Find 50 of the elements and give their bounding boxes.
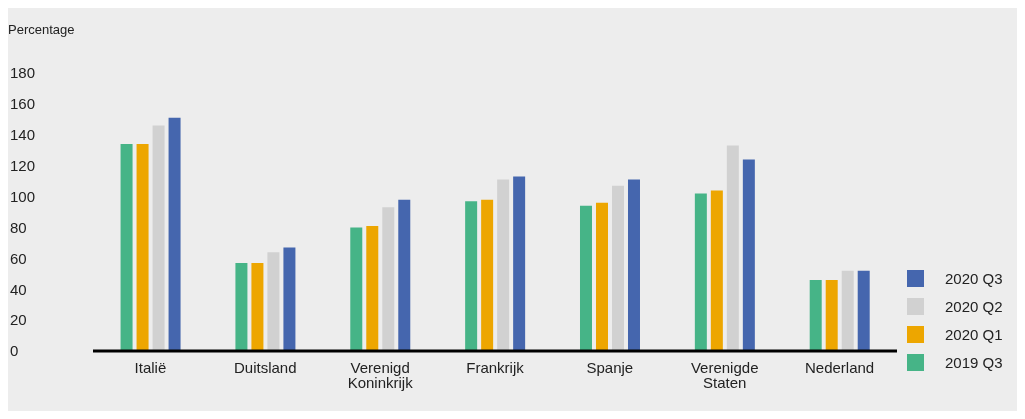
x-tick-label: Duitsland	[234, 359, 297, 376]
bar	[267, 252, 280, 351]
bar	[168, 117, 181, 351]
bar	[283, 247, 296, 351]
bar	[120, 144, 133, 351]
bar	[857, 270, 870, 351]
bar	[694, 193, 707, 351]
bar	[627, 179, 640, 351]
bar	[136, 144, 149, 351]
x-tick-label: Italië	[134, 359, 167, 376]
bar	[726, 145, 739, 351]
legend-label: 2020 Q1	[945, 326, 1003, 343]
bar	[251, 262, 264, 351]
bar	[841, 270, 854, 351]
y-tick-label: 60	[10, 249, 27, 267]
legend-label: 2019 Q3	[945, 354, 1003, 371]
bar	[595, 202, 608, 351]
y-tick-label: 160	[10, 95, 36, 113]
bar	[366, 225, 379, 351]
x-tick-label: Verenigde Staten	[690, 359, 759, 391]
bar	[742, 159, 755, 351]
bar	[350, 227, 363, 351]
bar	[579, 205, 592, 351]
bar	[825, 279, 838, 351]
y-tick-label: 20	[10, 311, 27, 329]
bar	[465, 201, 478, 351]
x-tick-label: Spanje	[586, 359, 634, 376]
bar	[235, 262, 248, 351]
y-tick-label: 80	[10, 218, 27, 236]
y-tick-label: 140	[10, 126, 36, 144]
y-axis-title: Percentage	[8, 22, 75, 37]
legend-label: 2020 Q3	[945, 270, 1003, 287]
legend-label: 2020 Q2	[945, 298, 1003, 315]
bar	[497, 179, 510, 351]
x-tick-label: Nederland	[804, 359, 875, 376]
bar	[809, 279, 822, 351]
y-tick-label: 120	[10, 156, 36, 174]
y-tick-label: 40	[10, 280, 27, 298]
bar	[481, 199, 494, 351]
bar	[382, 207, 395, 351]
y-tick-label: 180	[10, 64, 36, 82]
bar	[611, 185, 624, 351]
bar	[513, 176, 526, 351]
y-tick-label: 100	[10, 187, 36, 205]
x-tick-label: Frankrijk	[466, 359, 525, 376]
y-tick-label: 0	[10, 342, 19, 360]
x-tick-label: Verenigd Koninkrijk	[347, 359, 414, 391]
bar	[152, 125, 165, 351]
bar	[398, 199, 411, 351]
bar	[710, 190, 723, 351]
